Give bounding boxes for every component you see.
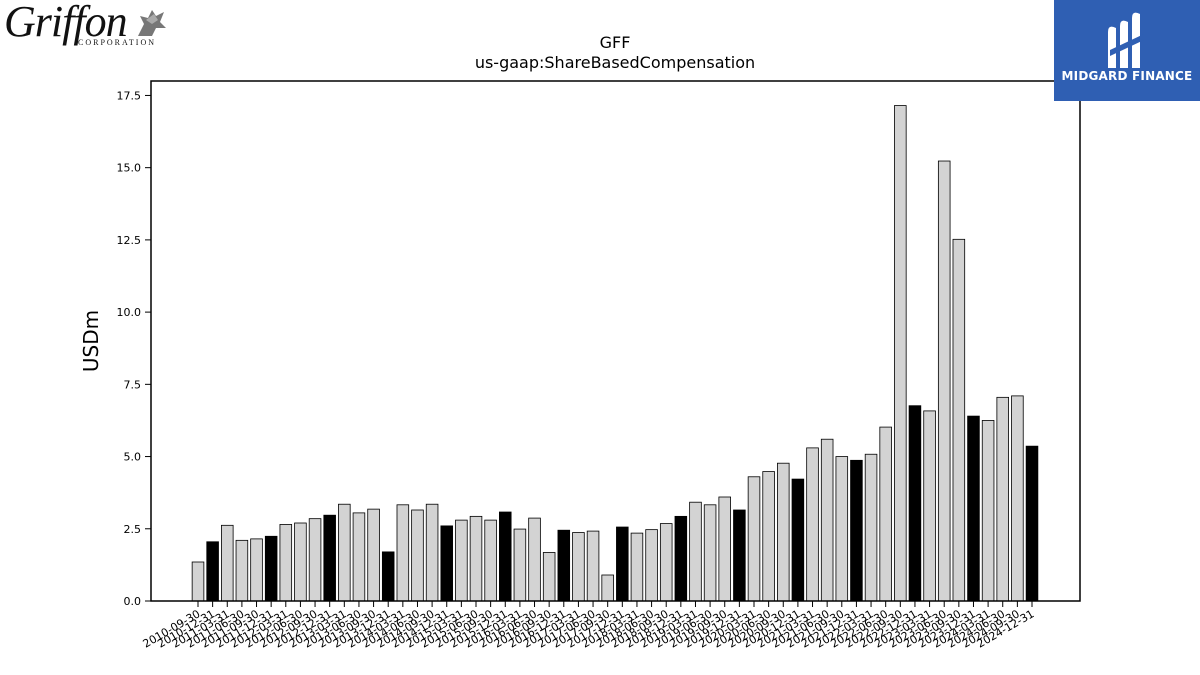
bar-2023-12-31 (967, 415, 980, 602)
bar-2018-06-30 (645, 529, 658, 602)
bar-2022-09-30 (894, 105, 907, 602)
bar-2016-03-31 (513, 528, 527, 602)
bar-2022-06-30 (879, 426, 892, 602)
bar-2013-06-30 (352, 512, 366, 602)
y-tick-label: 0.0 (124, 595, 142, 608)
bar-2016-06-30 (528, 517, 541, 602)
bar-2018-03-31 (630, 532, 644, 602)
bar-2019-03-31 (689, 501, 702, 602)
bar-2020-09-30 (777, 462, 790, 602)
bar-2011-09-30 (250, 538, 263, 602)
bar-2012-09-30 (308, 518, 322, 602)
bar-2020-03-31 (747, 476, 761, 602)
bar-2019-06-30 (703, 504, 717, 602)
bar-2023-03-31 (923, 410, 936, 602)
bar-2022-03-31 (864, 453, 878, 602)
bar-2021-03-31 (806, 447, 819, 602)
bar-2013-12-31 (381, 551, 395, 602)
bar-2024-06-30 (996, 396, 1009, 602)
chart-title: GFF (600, 33, 631, 52)
bar-2012-06-30 (294, 522, 307, 602)
bar-2013-09-30 (367, 508, 380, 602)
bar-2019-09-30 (718, 496, 731, 602)
griffon-logo-subtext: CORPORATION (78, 38, 157, 47)
y-tick-label: 15.0 (117, 162, 142, 175)
bar-2011-03-31 (221, 524, 234, 602)
bar-2020-12-31 (791, 478, 805, 602)
bar-2018-12-31 (674, 515, 688, 602)
bar-2021-06-30 (820, 438, 834, 602)
x-axis: 2010-09-302010-12-312011-03-312011-06-30… (141, 601, 1037, 651)
bar-2010-12-31 (206, 541, 219, 602)
bar-2015-12-31 (499, 511, 512, 602)
bar-2017-09-30 (601, 574, 614, 602)
y-tick-label: 5.0 (124, 451, 142, 464)
midgard-mark-icon (1108, 12, 1144, 69)
bar-2016-12-31 (557, 529, 571, 602)
bar-2020-06-30 (762, 471, 775, 602)
bar-2023-09-30 (952, 238, 966, 602)
bar-2018-09-30 (659, 523, 673, 602)
midgard-finance-logo: MIDGARD FINANCE (1054, 0, 1200, 101)
bar-2021-12-31 (850, 459, 863, 602)
bar-2022-12-31 (908, 405, 922, 602)
y-tick-label: 7.5 (124, 378, 142, 391)
bar-2014-12-31 (440, 525, 453, 602)
bar-2024-03-31 (981, 420, 995, 602)
bar-2015-06-30 (469, 515, 483, 602)
bar-2012-12-31 (323, 514, 336, 602)
bar-2017-06-30 (586, 530, 600, 602)
bar-2014-06-30 (411, 509, 424, 602)
bar-2013-03-31 (338, 503, 351, 602)
bar-2017-03-31 (572, 532, 585, 602)
y-tick-label: 17.5 (117, 89, 142, 102)
y-axis: 0.0 2.5 5.0 7.5 10.0 12.5 15.0 17.5 (117, 89, 151, 608)
bar-2015-09-30 (484, 519, 497, 602)
bar-2021-09-30 (835, 456, 849, 602)
bar-2023-06-30 (937, 160, 951, 602)
griffon-logo-text: Griffon (4, 0, 128, 46)
midgard-finance-logo-text: MIDGARD FINANCE (1061, 69, 1193, 83)
y-tick-label: 12.5 (117, 234, 142, 247)
bar-2010-09-30 (191, 561, 205, 602)
bar-2011-06-30 (235, 539, 249, 602)
bar-2017-12-31 (616, 526, 629, 602)
bar-2014-03-31 (396, 504, 410, 602)
bars-group (191, 105, 1039, 602)
y-tick-label: 2.5 (124, 523, 142, 536)
bar-2016-09-30 (542, 552, 556, 602)
plot-frame (150, 80, 1081, 602)
bar-2012-03-31 (279, 524, 293, 602)
bar-2019-12-31 (733, 509, 746, 602)
y-axis-label: USDm (79, 310, 103, 372)
bar-2015-03-31 (455, 519, 468, 602)
griffon-logo: Griffon CORPORATION (4, 0, 174, 50)
bar-2014-09-30 (425, 503, 439, 602)
griffin-icon (138, 10, 166, 36)
bar-2024-09-30 (1011, 395, 1024, 602)
chart-subtitle: us-gaap:ShareBasedCompensation (475, 53, 755, 72)
y-tick-label: 10.0 (117, 306, 142, 319)
bar-2011-12-31 (264, 535, 278, 602)
bar-2024-12-31 (1025, 445, 1039, 602)
